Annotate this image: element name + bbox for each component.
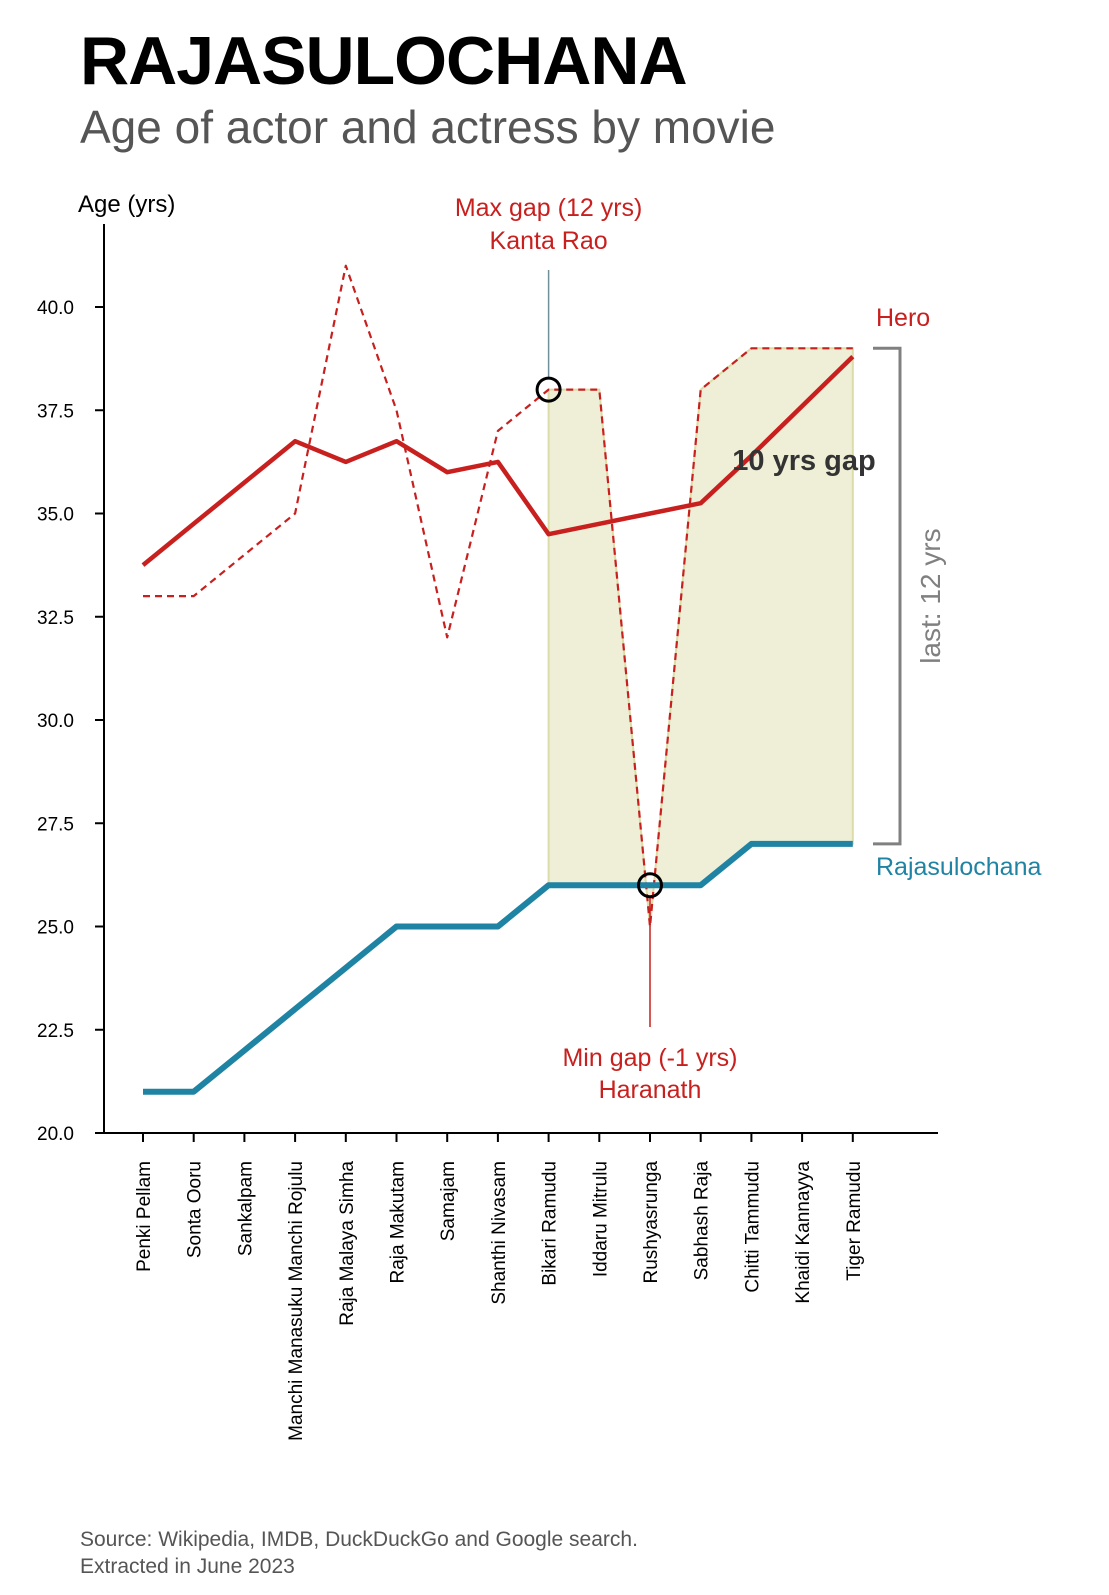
source-note: Source: Wikipedia, IMDB, DuckDuckGo and … bbox=[80, 1526, 638, 1580]
actress-age-line bbox=[143, 840, 853, 1095]
min-gap-label-1: Min gap (-1 yrs) bbox=[562, 1044, 737, 1072]
hero-series-label: Hero bbox=[876, 304, 930, 332]
x-tick-label: Manchi Manasuku Manchi Rojulu bbox=[286, 1161, 307, 1441]
y-tick-label: 35.0 bbox=[37, 505, 74, 526]
x-tick-label: Chitti Tammudu bbox=[742, 1161, 763, 1293]
last-gap-label: last: 12 yrs bbox=[915, 528, 946, 663]
source-line-2: Extracted in June 2023 bbox=[80, 1555, 295, 1578]
min-gap-label-2: Haranath bbox=[599, 1076, 702, 1104]
y-tick-label: 20.0 bbox=[37, 1124, 74, 1145]
shaded-gap-area bbox=[547, 347, 854, 927]
series-layer bbox=[141, 264, 855, 1095]
max-gap-label-2: Kanta Rao bbox=[490, 227, 608, 255]
x-tick-label: Raja Makutam bbox=[388, 1161, 409, 1284]
axis-layer: Age (yrs) 20.0 22.5 25.0 27.5 30.0 32.5 35.0 37.… bbox=[37, 191, 938, 1441]
gap-label: 10 yrs gap bbox=[732, 445, 875, 477]
chart-subtitle: Age of actor and actress by movie bbox=[80, 101, 776, 153]
x-tick-label: Samajam bbox=[438, 1161, 459, 1241]
y-axis-label: Age (yrs) bbox=[78, 191, 175, 218]
max-gap-label-1: Max gap (12 yrs) bbox=[455, 194, 643, 222]
x-tick-label: Khaidi Kannayya bbox=[793, 1161, 814, 1304]
x-tick-label: Sonta Ooru bbox=[185, 1161, 206, 1258]
hero-age-line bbox=[143, 264, 853, 928]
chart-title: RAJASULOCHANA bbox=[80, 23, 688, 99]
y-tick-label: 30.0 bbox=[37, 711, 74, 732]
x-tick-label: Bikari Ramudu bbox=[540, 1161, 561, 1286]
source-line-1: Source: Wikipedia, IMDB, DuckDuckGo and … bbox=[80, 1528, 638, 1551]
hero-trend-line bbox=[141, 354, 855, 567]
x-tick-label: Sabhash Raja bbox=[692, 1161, 713, 1281]
y-tick-label: 37.5 bbox=[37, 401, 74, 422]
y-tick-label: 25.0 bbox=[37, 918, 74, 939]
shaded-area-layer bbox=[547, 347, 854, 927]
x-tick-label: Raja Malaya Simha bbox=[337, 1161, 358, 1326]
x-tick-label: Tiger Ramudu bbox=[844, 1161, 865, 1281]
annotation-layer: Hero Rajasulochana last: 12 yrs 10 yrs gap M… bbox=[455, 194, 1042, 1104]
max-gap-marker bbox=[535, 376, 562, 403]
x-tick-label: Shanthi Nivasam bbox=[489, 1161, 510, 1305]
y-tick-label: 40.0 bbox=[37, 298, 74, 319]
y-tick-label: 27.5 bbox=[37, 814, 74, 835]
x-tick-label: Iddaru Mitrulu bbox=[590, 1161, 611, 1277]
x-tick-label: Penki Pellam bbox=[134, 1161, 155, 1272]
last-gap-bracket bbox=[873, 346, 902, 846]
actress-series-label: Rajasulochana bbox=[876, 853, 1041, 881]
min-gap-marker bbox=[637, 872, 663, 899]
y-tick-label: 22.5 bbox=[37, 1021, 74, 1042]
x-tick-label: Sankalpam bbox=[235, 1161, 256, 1256]
x-tick-label: Rushyasrunga bbox=[641, 1161, 662, 1284]
y-tick-label: 32.5 bbox=[37, 608, 74, 629]
